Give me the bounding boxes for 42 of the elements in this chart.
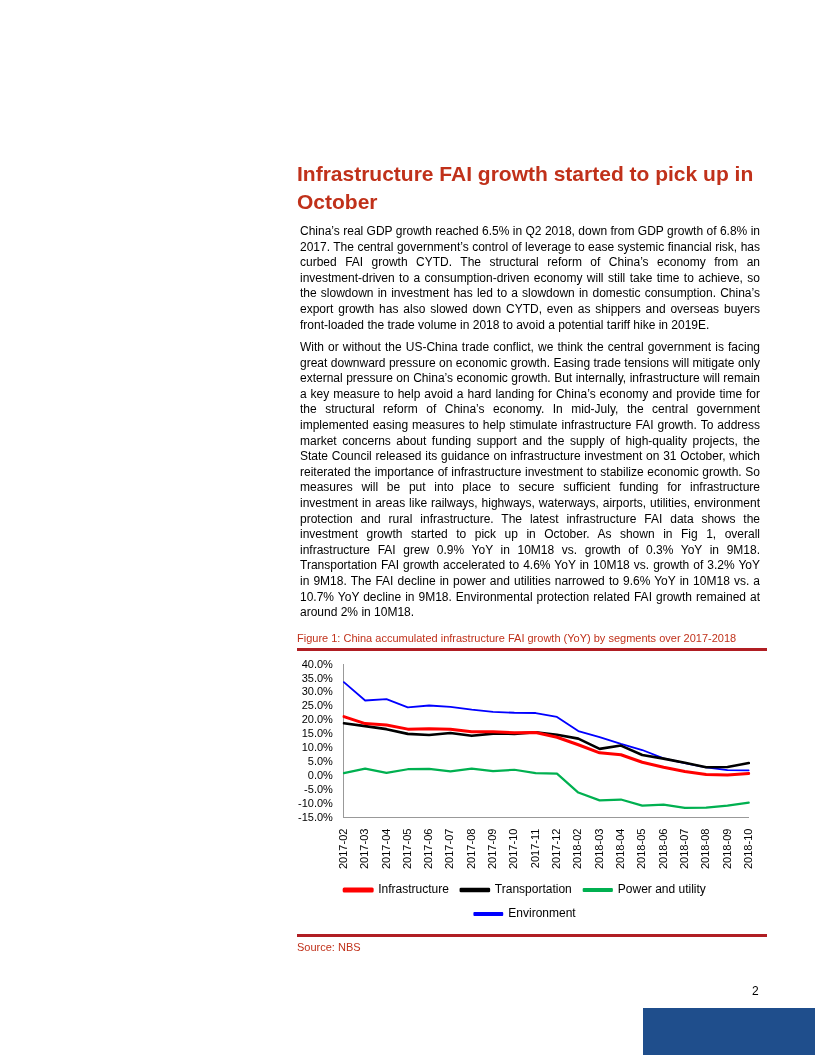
text: China’s real GDP growth reached 6.5% in Q2 2018, down from GDP growth of 6.8% in 2017. The central government’s control of leverage to ease systemic financial risk, has curbed FAI growth CYTD. The structural reform of China’s economy from an investment-driven to a consumption-driven economy will still take time to achieve, so the slowdown in investment has led to a slowdown in domestic consumption. China’s export growth has also slowed down CYTD, even as shippers and overseas buyers front-loaded the trade volume in 2018 to avoid a potential tariff hike in 2019E. [300,224,760,334]
text: With or without the US-China trade conflict, we think the central government is facing great downward pressure on economic growth. Easing trade tensions will mitigate only external pressure on China’s economic growth. But internally, infrastructure will remain a key measure to help avoid a hard landing for China’s economy and provide time for the structural reform of China’s economy. In mid-July, the central government implemented easing measures to help stimulate infrastructure FAI growth. To address market concerns about funding support and the supply of high-quality projects, the State Council released its guidance on infrastructure investment on 31 October, which reiterated the importance of infrastructure investment to stabilize economic growth. So measures will be put into place to secure sufficient funding for infrastructure investment in areas like railways, highways, waterways, airports, utilities, environment protection and rural infrastructure. The latest infrastructure FAI data shows the investment growth started to pick up in October. As shown in Fig 1, overall infrastructure FAI grew 0.9% YoY in 10M18 vs. growth of 0.3% YoY in 9M18. Transportation FAI growth accelerated to 4.6% YoY in 10M18 vs. growth of 3.2% YoY in 9M18. The FAI decline in power and utilities narrowed to 9.6% YoY in 10M18 vs. a 10.7% YoY decline in 9M18. Environmental protection related FAI growth remained at around 2% in 10M18. [300,340,760,620]
legend-label: Transportation [494,882,572,897]
x-tick-label: 2017-09 [486,828,499,870]
y-tick-label: 0.0% [307,768,334,781]
y-tick-label: -15.0% [297,810,334,823]
x-tick-label: 2017-08 [464,828,477,870]
source-note: Source: NBS [297,934,767,953]
legend-label: Infrastructure [378,882,450,897]
y-tick-label: -5.0% [304,782,334,795]
legend-label: Environment [508,906,577,921]
x-tick-label: 2017-05 [400,828,413,870]
x-tick-label: 2017-11 [528,828,541,869]
x-tick-label: 2017-12 [550,828,563,870]
y-tick-label: 40.0% [301,657,334,670]
x-tick-label: 2017-06 [422,828,435,870]
x-tick-label: 2017-03 [358,828,371,870]
y-tick-label: 5.0% [307,755,334,768]
chart-title: Figure 1: China accumulated infrastructure FAI growth (YoY) by segments over 2017-2018 [297,632,767,651]
legend-label: Power and utility [617,882,706,897]
y-tick-label: 35.0% [301,671,334,684]
x-tick-label: 2017-02 [336,828,349,870]
x-tick-label: 2017-04 [379,828,392,870]
x-tick-label: 2017-10 [507,828,520,870]
x-tick-label: 2018-09 [720,828,733,870]
x-tick-label: 2018-08 [699,828,712,870]
x-tick-label: 2018-04 [613,828,626,870]
text: 2 [752,984,759,998]
x-tick-label: 2018-10 [741,828,754,870]
y-tick-label: -10.0% [297,796,334,809]
x-tick-label: 2017-07 [443,828,456,870]
x-tick-label: 2018-02 [571,828,584,870]
x-tick-label: 2018-06 [656,828,669,870]
y-tick-label: 15.0% [301,727,334,740]
y-tick-label: 10.0% [301,741,334,754]
text: Infrastructure FAI growth started to pick up in October [297,161,755,215]
x-tick-label: 2018-05 [635,828,648,870]
x-tick-label: 2018-03 [592,828,605,870]
y-tick-label: 30.0% [301,685,334,698]
y-tick-label: 25.0% [301,699,334,712]
y-tick-label: 20.0% [301,713,334,726]
x-tick-label: 2018-07 [677,828,690,870]
